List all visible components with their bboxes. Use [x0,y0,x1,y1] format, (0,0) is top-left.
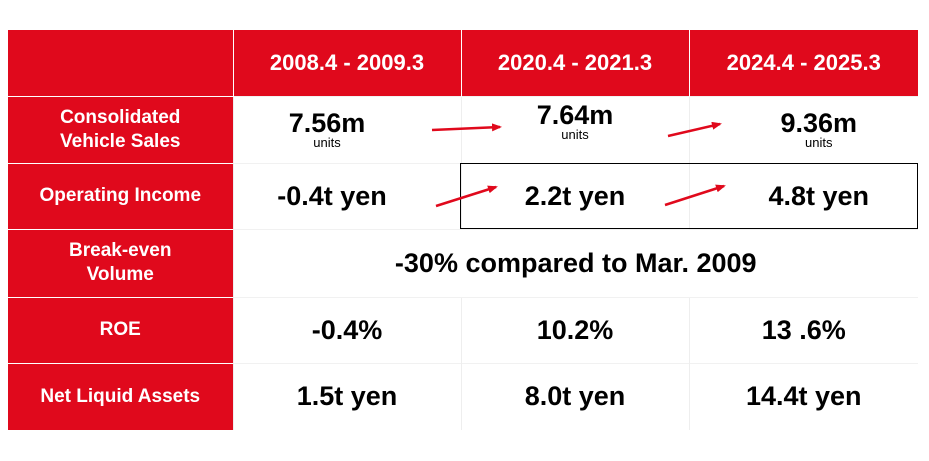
row-label-operating-income: Operating Income [8,162,233,229]
comparison-table-frame: 2008.4 - 2009.3 2020.4 - 2021.3 2024.4 -… [8,30,918,430]
row-label-net-liquid-assets: Net Liquid Assets [8,362,233,430]
header-period-1: 2008.4 - 2009.3 [232,30,461,96]
sales-unit: units [313,134,341,150]
row-label-line: Consolidated [60,106,181,128]
row-operating-income: Operating Income -0.4t yen 2.2t yen 4.8t… [8,162,918,229]
sales-value-3: 9.36m units [688,95,918,163]
break-even-value: -30% compared to Mar. 2009 [232,228,918,297]
sales-value-2: 7.64m units [460,95,689,163]
sales-unit: units [805,134,833,150]
row-net-liquid-assets: Net Liquid Assets 1.5t yen 8.0t yen 14.4… [8,362,918,430]
row-vehicle-sales: Consolidated Vehicle Sales 7.56m units 7… [8,95,918,163]
roe-value-2: 10.2% [460,296,689,363]
row-roe: ROE -0.4% 10.2% 13 .6% [8,296,918,363]
row-label-break-even: Break-even Volume [8,228,233,297]
sales-value-1: 7.56m units [232,95,461,163]
income-value-1: -0.4t yen [232,162,461,229]
liquid-value-3: 14.4t yen [688,362,918,430]
sales-unit: units [561,126,589,142]
header-period-2: 2020.4 - 2021.3 [460,30,689,96]
header-corner-cell [8,30,233,96]
sales-number: 9.36m [780,107,858,138]
header-row: 2008.4 - 2009.3 2020.4 - 2021.3 2024.4 -… [8,30,918,96]
liquid-value-1: 1.5t yen [232,362,461,430]
liquid-value-2: 8.0t yen [460,362,689,430]
income-value-2: 2.2t yen [460,162,689,229]
roe-value-3: 13 .6% [688,296,918,363]
sales-number: 7.56m [288,107,366,138]
row-label-line: Vehicle Sales [60,130,181,152]
row-label-roe: ROE [8,296,233,363]
income-value-3: 4.8t yen [688,162,918,229]
header-period-3: 2024.4 - 2025.3 [688,30,918,96]
sales-number: 7.64m [536,99,614,130]
comparison-table: 2008.4 - 2009.3 2020.4 - 2021.3 2024.4 -… [8,30,918,430]
roe-value-1: -0.4% [232,296,461,363]
row-label-line: Break-even [69,240,172,261]
row-break-even: Break-even Volume -30% compared to Mar. … [8,228,918,297]
row-label-vehicle-sales: Consolidated Vehicle Sales [8,95,233,163]
row-label-line: Volume [86,264,154,285]
